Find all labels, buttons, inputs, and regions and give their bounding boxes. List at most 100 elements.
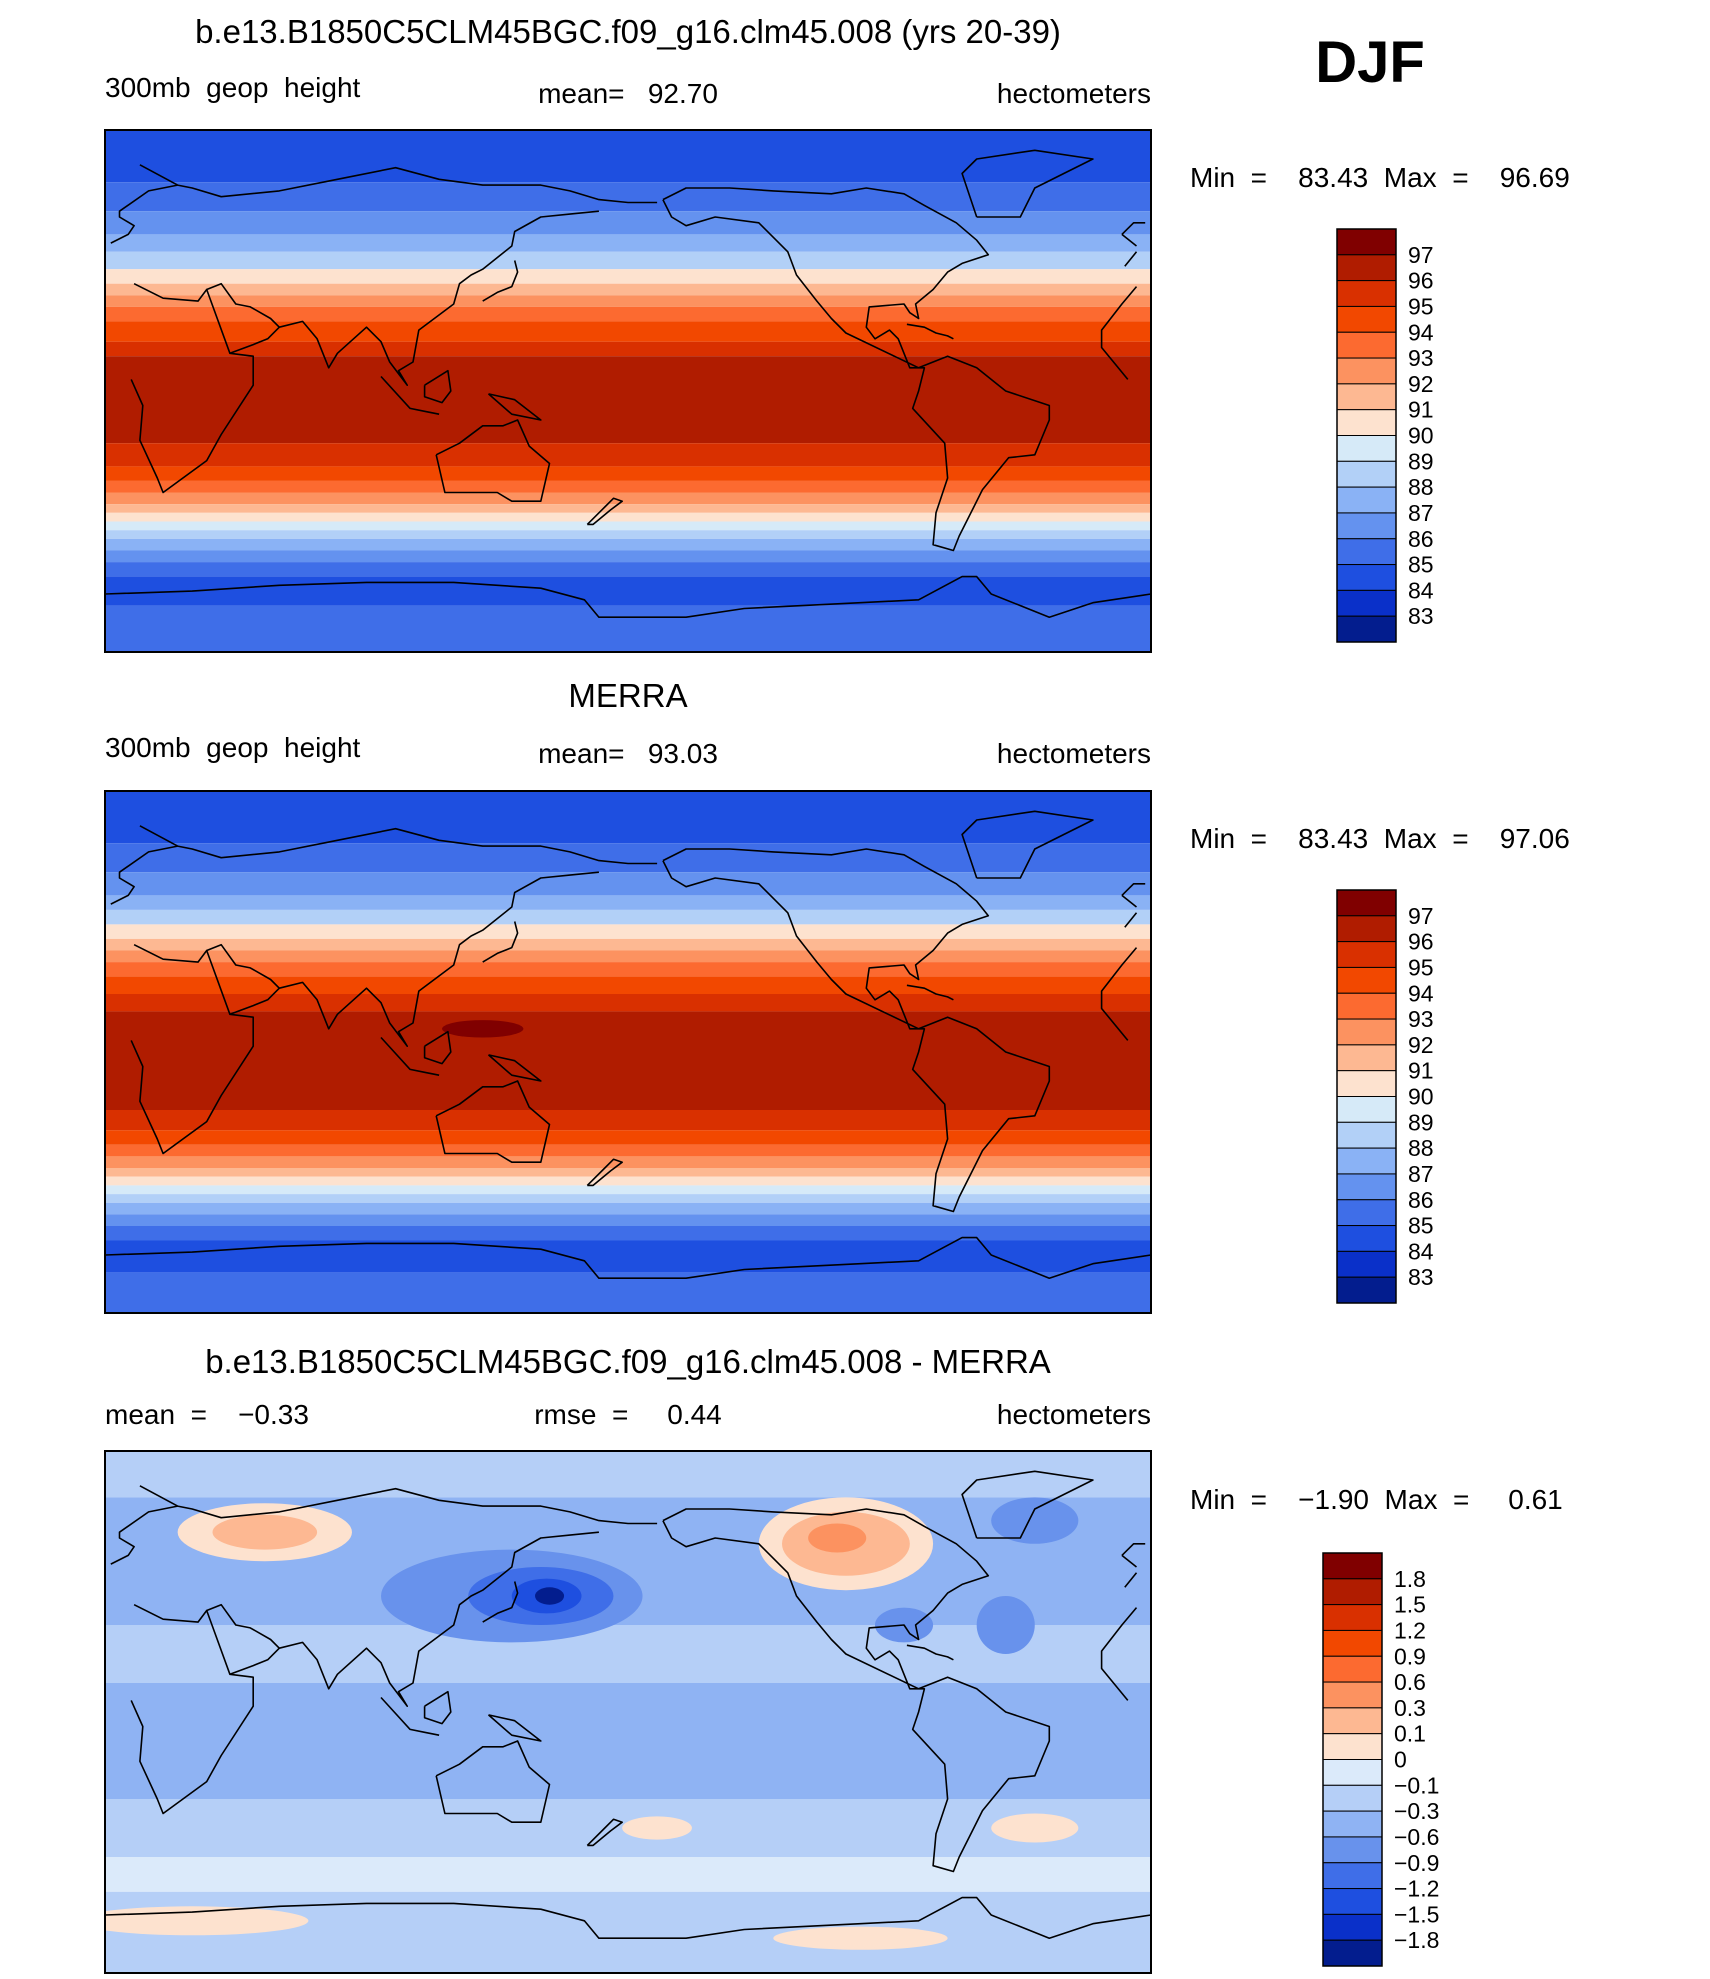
contour-band [105, 1011, 1151, 1110]
coastline [206, 1603, 281, 1676]
colorbar-label: 93 [1408, 345, 1434, 371]
colorbar-label: 86 [1408, 526, 1434, 552]
panel-model-map-frame [104, 129, 1152, 653]
contour-band [105, 843, 1151, 873]
panel-obs-minmax: Min = 83.43 Max = 97.06 [1190, 823, 1570, 854]
coastline [586, 1158, 623, 1187]
coastline [139, 164, 658, 204]
contour-band [105, 550, 1151, 563]
colorbar-frame [1336, 228, 1397, 643]
coastline [586, 497, 623, 526]
colorbar-label: 86 [1408, 1187, 1434, 1213]
colorbar-swatch [1336, 1121, 1397, 1149]
colorbar-swatch [1322, 1629, 1383, 1657]
colorbar-swatch [1336, 512, 1397, 540]
colorbar-label: 94 [1408, 980, 1434, 1006]
colorbar-swatch [1336, 486, 1397, 514]
coastline [662, 848, 1051, 1213]
contour-feature [991, 1497, 1079, 1544]
coastline [906, 323, 954, 340]
panel-diff-contours [105, 1451, 1151, 1973]
coastline [380, 375, 440, 415]
colorbar-label: 89 [1408, 448, 1434, 474]
colorbar-swatch [1336, 409, 1397, 436]
contour-band [105, 1110, 1151, 1131]
coastline [139, 825, 658, 865]
colorbar-swatch [1336, 915, 1397, 943]
contour-band [105, 283, 1151, 296]
contour-band [105, 530, 1151, 539]
colorbar-swatch [1336, 1018, 1397, 1046]
colorbar-swatch [1322, 1888, 1383, 1915]
contour-band [105, 1176, 1151, 1186]
colorbar-swatch [1336, 1096, 1397, 1123]
coastline [961, 149, 1094, 218]
colorbar-label: 84 [1408, 1238, 1434, 1264]
colorbar-swatch [1322, 1759, 1383, 1786]
contour-feature [442, 1020, 524, 1038]
panel-obs-mean: mean= 93.03 [538, 738, 718, 769]
contour-band [105, 306, 1151, 322]
colorbar-label: 94 [1408, 319, 1434, 345]
coastline [435, 419, 551, 502]
contour-band [105, 1168, 1151, 1177]
colorbar-swatch [1322, 1862, 1383, 1890]
colorbar-label: 97 [1408, 242, 1434, 268]
colorbar-label: −1.8 [1394, 1927, 1439, 1953]
panel-diff-title: b.e13.B1850C5CLM45BGC.f09_g16.clm45.008 … [205, 1343, 1051, 1380]
contour-band [105, 1214, 1151, 1226]
coastline [482, 921, 519, 963]
panel-obs-title: MERRA [568, 677, 687, 714]
coastline [482, 1581, 519, 1623]
colorbar-swatch [1322, 1707, 1383, 1735]
coastline [435, 1080, 551, 1163]
panel-diff-rmse: rmse = 0.44 [534, 1399, 722, 1430]
contour-band [105, 924, 1151, 939]
colorbar-label: 95 [1408, 954, 1434, 980]
panel-diff-mean: mean = −0.33 [105, 1399, 309, 1430]
colorbar-label: 90 [1408, 423, 1434, 449]
coastline [380, 1036, 440, 1076]
colorbar-swatch [1336, 383, 1397, 411]
contour-band [105, 269, 1151, 284]
contour-band [105, 976, 1151, 994]
panel-model-units: hectometers [997, 78, 1151, 109]
colorbar-swatch [1322, 1784, 1383, 1812]
colorbar-swatch [1336, 331, 1397, 359]
coastline [423, 369, 452, 404]
contour-band [105, 605, 1151, 652]
contour-band [105, 938, 1151, 951]
panel-diff-colorbar: 1.81.51.20.90.60.30.10−0.1−0.3−0.6−0.9−1… [1322, 1552, 1439, 1967]
colorbar-swatch [1336, 1276, 1397, 1304]
colorbar-label: 0.9 [1394, 1643, 1426, 1669]
colorbar-swatch [1322, 1655, 1383, 1683]
coastline [435, 1740, 551, 1823]
colorbar-label: 92 [1408, 1032, 1434, 1058]
colorbar-swatch [1322, 1733, 1383, 1760]
colorbar-swatch [1336, 1070, 1397, 1097]
coastline [482, 260, 519, 302]
colorbar-label: 90 [1408, 1084, 1434, 1110]
colorbar-swatch [1336, 589, 1397, 617]
panel-obs-coastlines [105, 810, 1151, 1279]
coastline [586, 1818, 623, 1847]
coastline [279, 210, 599, 386]
colorbar-label: −0.6 [1394, 1824, 1439, 1850]
colorbar-label: 88 [1408, 1135, 1434, 1161]
contour-feature [105, 1906, 309, 1936]
contour-band [105, 341, 1151, 357]
contour-band [105, 791, 1151, 844]
colorbar-label: 89 [1408, 1109, 1434, 1135]
contour-band [105, 1683, 1151, 1799]
panel-model-title: b.e13.B1850C5CLM45BGC.f09_g16.clm45.008 … [195, 13, 1061, 50]
coastline [139, 1485, 658, 1525]
colorbar-label: 83 [1408, 1264, 1434, 1290]
colorbar-swatch [1336, 615, 1397, 643]
contour-band [105, 950, 1151, 963]
colorbar-label: 92 [1408, 371, 1434, 397]
colorbar-swatch [1336, 1147, 1397, 1175]
contour-band [105, 211, 1151, 235]
contour-band [105, 466, 1151, 481]
colorbar-swatch [1322, 1681, 1383, 1709]
